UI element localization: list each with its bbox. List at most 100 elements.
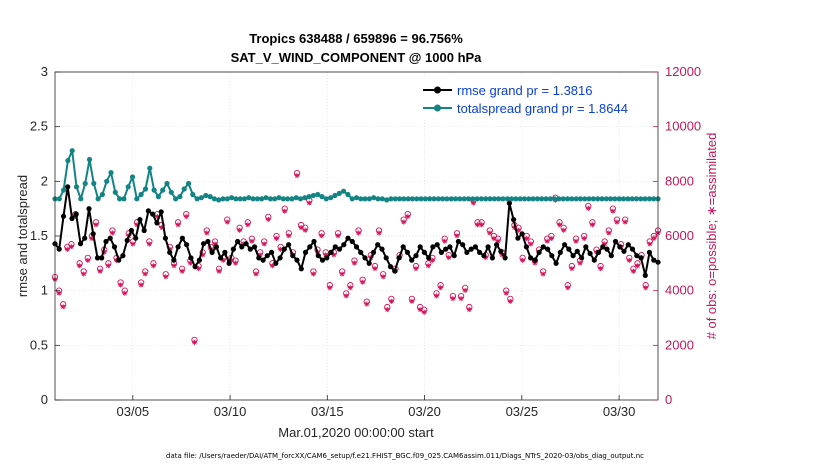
obs-assimilated-marker [581, 236, 587, 241]
totalspread-point [293, 195, 299, 201]
obs-assimilated-marker [109, 230, 115, 236]
rmse-point [111, 244, 118, 250]
totalspread-point [207, 194, 213, 200]
rmse-point [162, 235, 168, 241]
obs-assimilated-marker [548, 236, 554, 241]
totalspread-point [625, 196, 631, 202]
rmse-point [73, 211, 79, 217]
obs-assimilated-marker [118, 282, 124, 288]
rmse-point [82, 235, 88, 241]
totalspread-point [496, 196, 502, 202]
totalspread-point [646, 196, 653, 202]
totalspread-point [474, 196, 480, 202]
totalspread-point [388, 196, 394, 202]
totalspread-point [129, 174, 136, 180]
totalspread-point [418, 196, 424, 202]
obs-assimilated-marker [224, 219, 230, 225]
rmse-point [336, 246, 343, 252]
rmse-point [591, 257, 597, 263]
rmse-point [315, 253, 321, 259]
totalspread-point [69, 148, 75, 154]
rmse-point [86, 206, 92, 212]
totalspread-point [353, 195, 360, 201]
totalspread-point [65, 158, 71, 164]
totalspread-point [86, 156, 93, 163]
obs-assimilated-marker [347, 285, 353, 291]
totalspread-point [216, 197, 222, 203]
totalspread-point [185, 180, 192, 187]
totalspread-point [302, 195, 308, 201]
data-file-footnote: data file: /Users/raeder/DAI/ATM_forcXX/… [166, 452, 644, 460]
obs-assimilated-marker [540, 271, 546, 277]
rmse-point [421, 249, 427, 255]
obs-assimilated-marker [233, 260, 238, 266]
totalspread-point [590, 196, 597, 202]
obs-assimilated-marker [450, 296, 456, 302]
obs-assimilated-marker [122, 290, 128, 296]
rmse-point [120, 253, 126, 259]
rmse-point [638, 255, 644, 261]
totalspread-point [448, 196, 454, 202]
rmse-point [574, 248, 580, 254]
totalspread-point [521, 196, 528, 202]
right-tick-label: 0 [665, 392, 672, 407]
totalspread-point [155, 194, 161, 200]
rmse-point [281, 246, 287, 252]
obs-assimilated-marker [64, 246, 70, 252]
totalspread-point [362, 196, 368, 202]
rmse-point [608, 253, 614, 259]
obs-assimilated-marker [585, 205, 591, 211]
series-lines [52, 148, 661, 278]
rmse-point [201, 241, 207, 247]
obs-assimilated-marker [183, 214, 189, 220]
totalspread-series-line [55, 149, 658, 201]
obs-assimilated-marker [56, 290, 62, 296]
rmse-point [273, 260, 279, 266]
rmse-point [646, 249, 653, 255]
rmse-point [651, 257, 657, 263]
totalspread-point [586, 196, 592, 202]
totalspread-point [582, 196, 588, 202]
rmse-point [434, 242, 440, 248]
right-tick-label: 8000 [665, 173, 694, 188]
totalspread-point [323, 196, 329, 202]
obs-assimilated-marker [360, 279, 366, 285]
rmse-point [553, 260, 559, 266]
rmse-point [196, 257, 202, 263]
rmse-point [145, 208, 151, 214]
obs-assimilated-marker [544, 238, 550, 244]
rmse-point [298, 266, 304, 272]
totalspread-point [560, 196, 566, 202]
totalspread-point [173, 196, 179, 202]
totalspread-point [125, 184, 131, 190]
rmse-point [179, 235, 185, 241]
totalspread-point [168, 189, 174, 195]
rmse-point [528, 255, 534, 261]
totalspread-point [117, 196, 123, 202]
rmse-point [604, 246, 610, 252]
obs-assimilated-marker [146, 241, 152, 247]
totalspread-point [435, 196, 441, 202]
rmse-point [506, 200, 512, 206]
obs-assimilated-marker [142, 271, 148, 277]
obs-assimilated-marker [610, 208, 616, 214]
rmse-point [595, 249, 602, 255]
totalspread-point [73, 184, 80, 190]
obs-assimilated-marker [388, 298, 394, 304]
rmse-point [375, 242, 381, 248]
obs-assimilated-marker [356, 230, 362, 236]
rmse-point [290, 253, 296, 259]
rmse-point [460, 242, 466, 248]
obs-assimilated-marker [409, 298, 415, 304]
rmse-point [90, 231, 96, 237]
rmse-point [400, 244, 406, 250]
totalspread-point [306, 194, 312, 200]
rmse-point [430, 244, 436, 250]
totalspread-point [565, 196, 571, 202]
obs-assimilated-marker [93, 222, 99, 228]
totalspread-point [487, 196, 493, 202]
obs-assimilated-marker [487, 230, 493, 236]
x-tick-label: 03/20 [408, 404, 441, 419]
totalspread-point [297, 196, 304, 202]
obs-assimilated-marker [380, 274, 386, 280]
